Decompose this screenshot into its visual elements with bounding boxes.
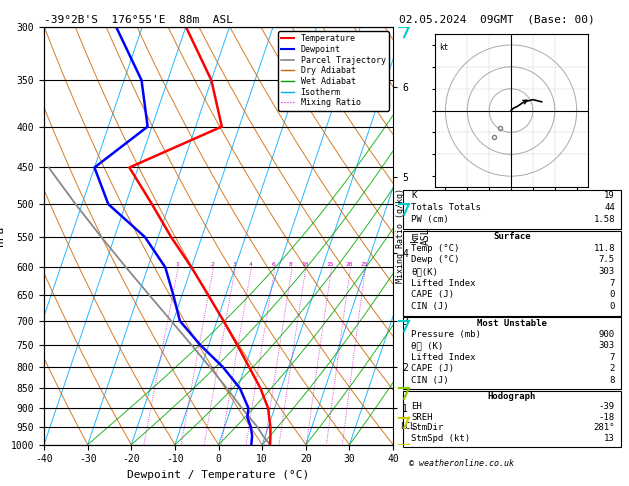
- Text: Hodograph: Hodograph: [488, 392, 536, 400]
- Text: Dewp (°C): Dewp (°C): [411, 256, 460, 264]
- Text: Lifted Index: Lifted Index: [411, 353, 476, 362]
- Text: 8: 8: [610, 376, 615, 384]
- Text: 44: 44: [604, 203, 615, 212]
- Text: 303: 303: [599, 341, 615, 350]
- Text: 900: 900: [599, 330, 615, 339]
- Text: 0: 0: [610, 302, 615, 311]
- Text: PW (cm): PW (cm): [411, 215, 449, 224]
- Text: LCL: LCL: [399, 422, 415, 432]
- Text: 19: 19: [604, 191, 615, 200]
- Text: 7: 7: [610, 279, 615, 288]
- Text: 0: 0: [610, 291, 615, 299]
- Text: SREH: SREH: [411, 413, 433, 422]
- Text: 10: 10: [301, 262, 308, 267]
- Text: CIN (J): CIN (J): [411, 376, 449, 384]
- Text: 281°: 281°: [593, 423, 615, 432]
- Text: 15: 15: [326, 262, 334, 267]
- Text: Totals Totals: Totals Totals: [411, 203, 481, 212]
- Text: StmSpd (kt): StmSpd (kt): [411, 434, 470, 443]
- Text: 2: 2: [610, 364, 615, 373]
- Text: 7.5: 7.5: [599, 256, 615, 264]
- Text: -39: -39: [599, 402, 615, 411]
- Text: 4: 4: [248, 262, 252, 267]
- Text: kt: kt: [439, 43, 448, 52]
- Text: 2: 2: [210, 262, 214, 267]
- Text: Pressure (mb): Pressure (mb): [411, 330, 481, 339]
- Text: CIN (J): CIN (J): [411, 302, 449, 311]
- Text: θᴇ (K): θᴇ (K): [411, 341, 443, 350]
- Text: Most Unstable: Most Unstable: [477, 318, 547, 328]
- Text: θᴇ(K): θᴇ(K): [411, 267, 438, 276]
- Text: 11.8: 11.8: [593, 244, 615, 253]
- Text: -39°2B'S  176°55'E  88m  ASL: -39°2B'S 176°55'E 88m ASL: [44, 15, 233, 25]
- Text: StmDir: StmDir: [411, 423, 443, 432]
- Text: 25: 25: [360, 262, 368, 267]
- Text: EH: EH: [411, 402, 422, 411]
- Text: CAPE (J): CAPE (J): [411, 364, 454, 373]
- Text: 20: 20: [345, 262, 353, 267]
- Text: CAPE (J): CAPE (J): [411, 291, 454, 299]
- Text: Temp (°C): Temp (°C): [411, 244, 460, 253]
- Text: 02.05.2024  09GMT  (Base: 00): 02.05.2024 09GMT (Base: 00): [399, 15, 595, 25]
- Legend: Temperature, Dewpoint, Parcel Trajectory, Dry Adiabat, Wet Adiabat, Isotherm, Mi: Temperature, Dewpoint, Parcel Trajectory…: [278, 31, 389, 110]
- Text: 8: 8: [289, 262, 292, 267]
- Text: 303: 303: [599, 267, 615, 276]
- Y-axis label: hPa: hPa: [0, 226, 5, 246]
- Text: -18: -18: [599, 413, 615, 422]
- Text: Mixing Ratio (g/kg): Mixing Ratio (g/kg): [396, 188, 405, 283]
- Text: Surface: Surface: [493, 232, 531, 241]
- Text: © weatheronline.co.uk: © weatheronline.co.uk: [409, 459, 514, 468]
- Text: 3: 3: [232, 262, 236, 267]
- Text: 13: 13: [604, 434, 615, 443]
- Text: Lifted Index: Lifted Index: [411, 279, 476, 288]
- X-axis label: Dewpoint / Temperature (°C): Dewpoint / Temperature (°C): [128, 470, 309, 480]
- Y-axis label: km
ASL: km ASL: [409, 227, 431, 244]
- Text: 1.58: 1.58: [593, 215, 615, 224]
- Text: 1: 1: [175, 262, 179, 267]
- Text: K: K: [411, 191, 416, 200]
- Text: 6: 6: [272, 262, 276, 267]
- Text: 7: 7: [610, 353, 615, 362]
